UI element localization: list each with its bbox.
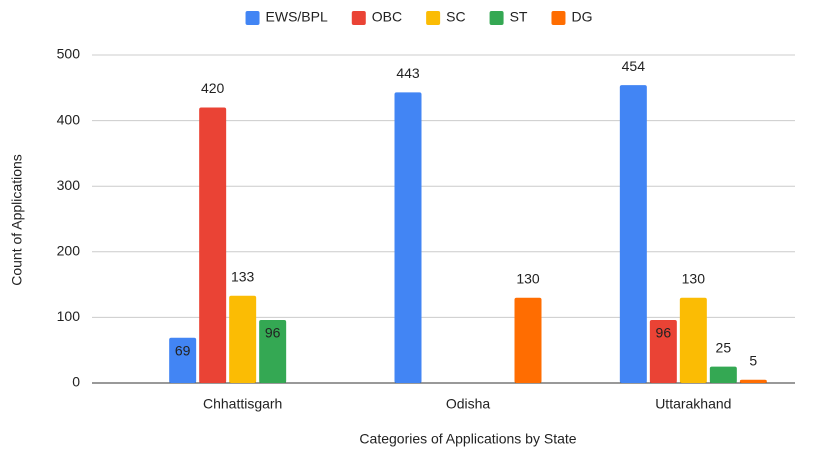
data-label: 454	[622, 58, 646, 74]
y-tick-label: 100	[57, 308, 81, 324]
data-label: 420	[201, 80, 225, 96]
legend-swatch	[489, 11, 504, 25]
data-label: 443	[396, 65, 420, 81]
legend-label: DG	[571, 9, 592, 25]
legend-swatch	[426, 11, 441, 25]
x-tick-label: Uttarakhand	[655, 396, 731, 412]
bar	[679, 297, 707, 383]
legend-swatch	[351, 11, 366, 25]
bar	[739, 379, 767, 383]
y-axis-title: Count of Applications	[9, 154, 25, 286]
data-label: 25	[716, 339, 732, 355]
bar	[514, 297, 542, 383]
y-tick-label: 0	[72, 374, 80, 390]
bar	[199, 107, 227, 383]
legend-label: OBC	[372, 9, 402, 25]
data-label: 130	[516, 270, 540, 286]
y-tick-label: 500	[57, 46, 81, 62]
bar	[169, 337, 197, 383]
x-tick-label: Chhattisgarh	[203, 396, 282, 412]
bar	[394, 92, 422, 383]
legend-swatch	[551, 11, 566, 25]
bar	[229, 295, 257, 383]
y-tick-label: 300	[57, 177, 81, 193]
y-tick-label: 400	[57, 111, 81, 127]
bar	[619, 85, 647, 384]
legend-swatch	[245, 11, 260, 25]
x-axis-title: Categories of Applications by State	[359, 431, 576, 447]
bar	[649, 320, 677, 383]
data-label: 96	[265, 325, 281, 341]
y-tick-label: 200	[57, 243, 81, 259]
bar	[709, 366, 737, 383]
data-label: 5	[749, 352, 757, 368]
legend-label: ST	[510, 9, 528, 25]
data-label: 96	[656, 325, 672, 341]
x-tick-label: Odisha	[446, 396, 491, 412]
bar	[259, 320, 287, 383]
data-label: 69	[175, 342, 191, 358]
legend-label: SC	[446, 9, 465, 25]
data-label: 133	[231, 268, 255, 284]
data-label: 130	[682, 270, 706, 286]
legend-label: EWS/BPL	[266, 9, 328, 25]
